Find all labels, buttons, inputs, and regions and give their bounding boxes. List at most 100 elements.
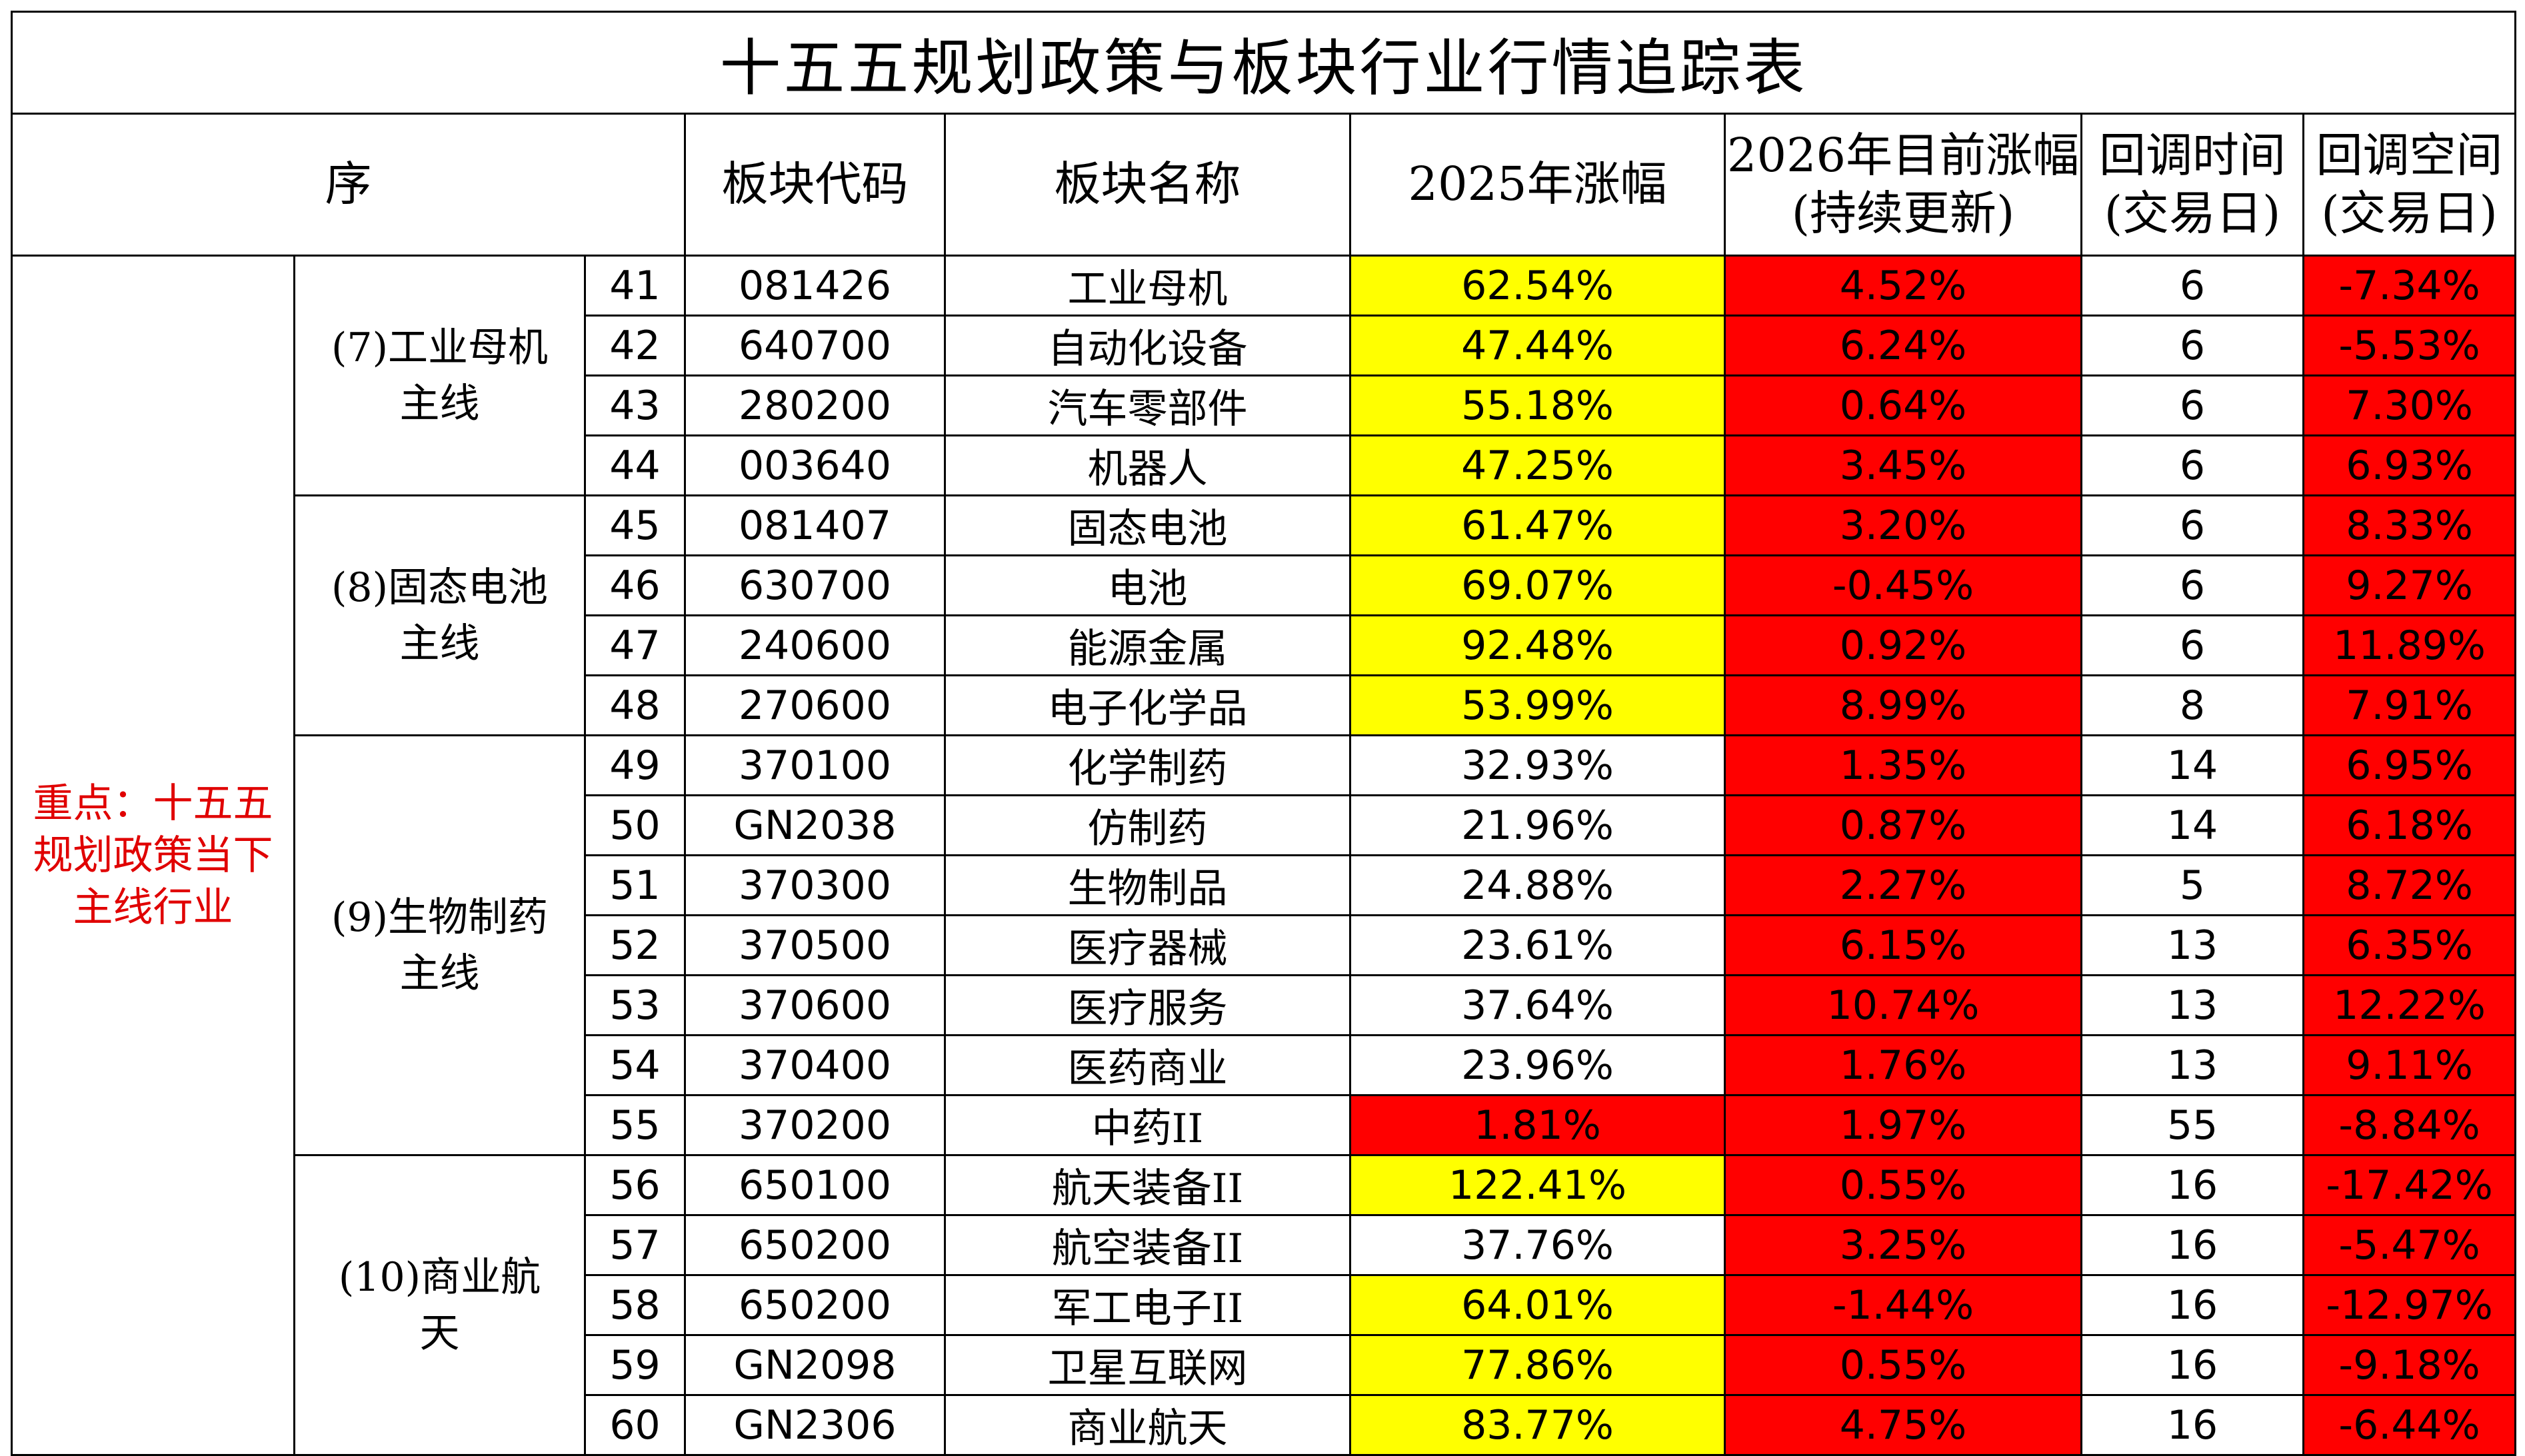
pullback-space-cell: 7.91% bbox=[2302, 674, 2517, 736]
name-cell: 中药II bbox=[944, 1094, 1351, 1156]
table-row: 43 280200 汽车零部件 55.18% 0.64% 6 7.30% bbox=[12, 374, 2517, 436]
gain-2025-cell: 122.41% bbox=[1349, 1154, 1726, 1216]
pullback-days-cell: 14 bbox=[2080, 794, 2304, 856]
header-pullback-time: 回调时间 (交易日) bbox=[2080, 113, 2304, 257]
gain-2026-cell: 6.15% bbox=[1724, 914, 2082, 976]
pullback-days-cell: 13 bbox=[2080, 1034, 2304, 1096]
gain-2025-cell: 47.25% bbox=[1349, 434, 1726, 496]
gain-2026-cell: 1.76% bbox=[1724, 1034, 2082, 1096]
group-label-line2: 天 bbox=[419, 1309, 460, 1357]
name-cell: 卫星互联网 bbox=[944, 1334, 1351, 1396]
table-row: 54 370400 医药商业 23.96% 1.76% 13 9.11% bbox=[12, 1034, 2517, 1096]
seq-cell: 44 bbox=[584, 434, 686, 496]
seq-cell: 55 bbox=[584, 1094, 686, 1156]
code-cell: GN2306 bbox=[684, 1394, 946, 1456]
gain-2025-cell: 23.61% bbox=[1349, 914, 1726, 976]
pullback-days-cell: 6 bbox=[2080, 315, 2304, 376]
code-cell: 270600 bbox=[684, 674, 946, 736]
pullback-days-cell: 16 bbox=[2080, 1214, 2304, 1276]
pullback-space-cell: 9.27% bbox=[2302, 554, 2517, 616]
gain-2025-cell: 37.76% bbox=[1349, 1214, 1726, 1276]
gain-2026-cell: 3.25% bbox=[1724, 1214, 2082, 1276]
table-row: 53 370600 医疗服务 37.64% 10.74% 13 12.22% bbox=[12, 974, 2517, 1036]
name-cell: 商业航天 bbox=[944, 1394, 1351, 1456]
table-row: 55 370200 中药II 1.81% 1.97% 55 -8.84% bbox=[12, 1094, 2517, 1156]
focus-note: 重点：十五五规划政策当下主线行业 bbox=[11, 255, 295, 1456]
gain-2026-cell: 4.52% bbox=[1724, 255, 2082, 317]
seq-cell: 41 bbox=[584, 255, 686, 317]
group-label: (10)商业航天 bbox=[293, 1154, 586, 1456]
gain-2025-cell: 62.54% bbox=[1349, 255, 1726, 317]
pullback-days-cell: 6 bbox=[2080, 434, 2304, 496]
header-name: 板块名称 bbox=[944, 113, 1351, 257]
pullback-space-cell: -6.44% bbox=[2302, 1394, 2517, 1456]
header-pullback-space-line2: (交易日) bbox=[2321, 186, 2498, 241]
name-cell: 自动化设备 bbox=[944, 315, 1351, 376]
name-cell: 医药商业 bbox=[944, 1034, 1351, 1096]
gain-2026-cell: 6.24% bbox=[1724, 315, 2082, 376]
group-label-line2: 主线 bbox=[399, 620, 480, 667]
gain-2026-cell: 3.20% bbox=[1724, 494, 2082, 556]
gain-2026-cell: 0.92% bbox=[1724, 614, 2082, 676]
header-seq: 序 bbox=[11, 113, 686, 257]
pullback-days-cell: 55 bbox=[2080, 1094, 2304, 1156]
gain-2025-cell: 1.81% bbox=[1349, 1094, 1726, 1156]
header-code: 板块代码 bbox=[684, 113, 946, 257]
pullback-space-cell: 8.72% bbox=[2302, 854, 2517, 916]
code-cell: 650100 bbox=[684, 1154, 946, 1216]
pullback-space-cell: -12.97% bbox=[2302, 1274, 2517, 1336]
gain-2026-cell: 2.27% bbox=[1724, 854, 2082, 916]
pullback-days-cell: 13 bbox=[2080, 974, 2304, 1036]
pullback-space-cell: 6.95% bbox=[2302, 734, 2517, 796]
pullback-days-cell: 16 bbox=[2080, 1154, 2304, 1216]
pullback-space-cell: 9.11% bbox=[2302, 1034, 2517, 1096]
page-title: 十五五规划政策与板块行业行情追踪表 bbox=[10, 11, 2517, 115]
gain-2026-cell: 4.75% bbox=[1724, 1394, 2082, 1456]
code-cell: 640700 bbox=[684, 315, 946, 376]
table-row: (8)固态电池 主线 45 081407 固态电池 61.47% 3.20% 6 8.33% bbox=[12, 494, 2517, 736]
header-gain-2025: 2025年涨幅 bbox=[1349, 113, 1726, 257]
code-cell: 370500 bbox=[684, 914, 946, 976]
table-row: 57 650200 航空装备II 37.76% 3.25% 16 -5.47% bbox=[12, 1214, 2517, 1276]
gain-2026-cell: 0.55% bbox=[1724, 1334, 2082, 1396]
gain-2025-cell: 83.77% bbox=[1349, 1394, 1726, 1456]
gain-2025-cell: 32.93% bbox=[1349, 734, 1726, 796]
table-body: 重点：十五五规划政策当下主线行业 (7)工业母机 主线 41 081426 工业母机 62.… bbox=[11, 255, 2517, 1456]
pullback-days-cell: 6 bbox=[2080, 614, 2304, 676]
code-cell: 240600 bbox=[684, 614, 946, 676]
seq-cell: 54 bbox=[584, 1034, 686, 1096]
gain-2025-cell: 24.88% bbox=[1349, 854, 1726, 916]
gain-2025-cell: 23.96% bbox=[1349, 1034, 1726, 1096]
code-cell: 081426 bbox=[684, 255, 946, 317]
pullback-space-cell: 6.35% bbox=[2302, 914, 2517, 976]
group-label: (9)生物制药 主线 bbox=[293, 734, 586, 1156]
gain-2025-cell: 47.44% bbox=[1349, 315, 1726, 376]
pullback-space-cell: -9.18% bbox=[2302, 1334, 2517, 1396]
group-label-line2: 主线 bbox=[399, 950, 480, 997]
name-cell: 医疗器械 bbox=[944, 914, 1351, 976]
name-cell: 工业母机 bbox=[944, 255, 1351, 317]
pullback-space-cell: 7.30% bbox=[2302, 374, 2517, 436]
pullback-space-cell: -8.84% bbox=[2302, 1094, 2517, 1156]
pullback-days-cell: 14 bbox=[2080, 734, 2304, 796]
gain-2026-cell: 1.97% bbox=[1724, 1094, 2082, 1156]
gain-2026-cell: 0.87% bbox=[1724, 794, 2082, 856]
pullback-space-cell: 6.18% bbox=[2302, 794, 2517, 856]
table-row: 51 370300 生物制品 24.88% 2.27% 5 8.72% bbox=[12, 854, 2517, 916]
pullback-space-cell: -7.34% bbox=[2302, 255, 2517, 317]
pullback-space-cell: -5.53% bbox=[2302, 315, 2517, 376]
group-label-line1: (8)固态电池 bbox=[331, 564, 548, 611]
gain-2025-cell: 61.47% bbox=[1349, 494, 1726, 556]
code-cell: 003640 bbox=[684, 434, 946, 496]
gain-2026-cell: 1.35% bbox=[1724, 734, 2082, 796]
name-cell: 固态电池 bbox=[944, 494, 1351, 556]
pullback-space-cell: -5.47% bbox=[2302, 1214, 2517, 1276]
gain-2025-cell: 53.99% bbox=[1349, 674, 1726, 736]
group-label-line1: (10)商业航 bbox=[338, 1253, 541, 1301]
table-row: 重点：十五五规划政策当下主线行业 (7)工业母机 主线 41 081426 工业母机 62.… bbox=[11, 255, 2517, 1456]
seq-cell: 50 bbox=[584, 794, 686, 856]
seq-cell: 53 bbox=[584, 974, 686, 1036]
header-gain-2026: 2026年目前涨幅 (持续更新) bbox=[1724, 113, 2082, 257]
group-label: (7)工业母机 主线 bbox=[293, 255, 586, 496]
pullback-space-cell: 11.89% bbox=[2302, 614, 2517, 676]
